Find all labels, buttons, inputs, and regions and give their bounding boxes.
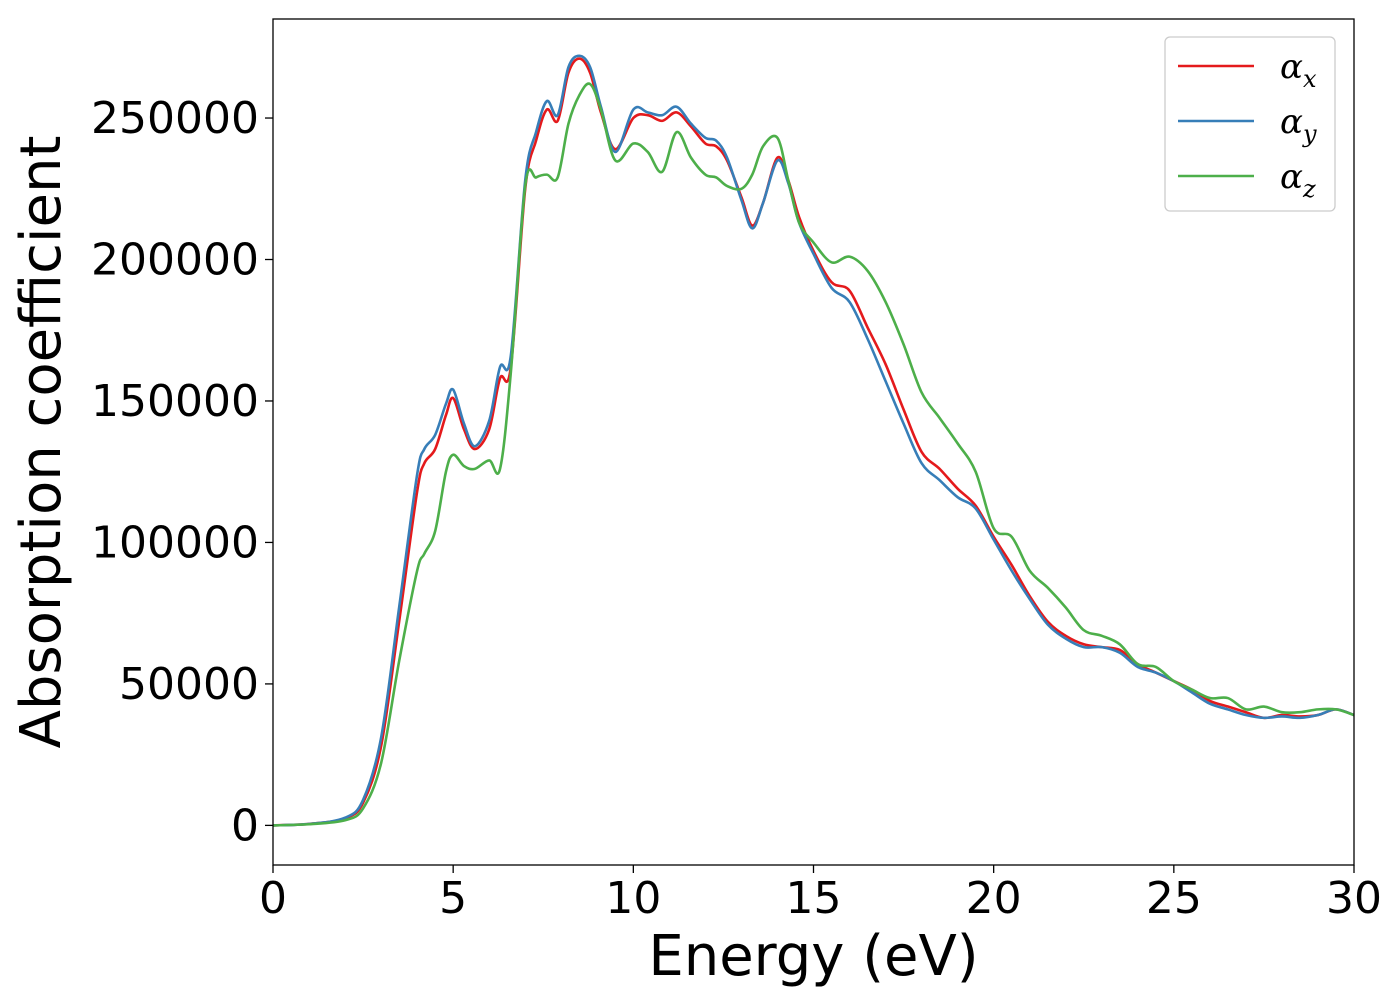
x-tick-label: 0 (259, 873, 287, 924)
series-line-alpha-z (272, 82, 1355, 827)
series-layer (272, 54, 1355, 827)
y-tick-label: 50000 (119, 659, 259, 710)
legend-label-alpha-z: αz (1280, 157, 1316, 203)
series-line-alpha-y (272, 54, 1355, 827)
y-tick-label: 200000 (91, 235, 259, 286)
x-tick-label: 5 (439, 873, 467, 924)
x-tick-label: 30 (1326, 873, 1382, 924)
x-axis-title: Energy (eV) (648, 924, 978, 989)
x-tick-label: 20 (966, 873, 1022, 924)
legend: αx αy αz (1164, 36, 1336, 212)
x-axis: 0 5 10 15 20 25 30 (259, 865, 1382, 924)
x-tick-label: 15 (786, 873, 842, 924)
y-tick-label: 150000 (91, 376, 259, 427)
legend-label-alpha-x: αx (1280, 47, 1317, 93)
y-axis: 0 50000 100000 150000 200000 250000 (91, 93, 273, 851)
y-tick-label: 0 (231, 800, 259, 851)
legend-frame (1164, 36, 1336, 212)
x-tick-label: 10 (605, 873, 661, 924)
y-tick-label: 250000 (91, 93, 259, 144)
x-tick-label: 25 (1146, 873, 1202, 924)
y-axis-title: Absorption coefficient (9, 136, 74, 749)
legend-label-alpha-y: αy (1280, 102, 1317, 148)
y-tick-label: 100000 (91, 517, 259, 568)
